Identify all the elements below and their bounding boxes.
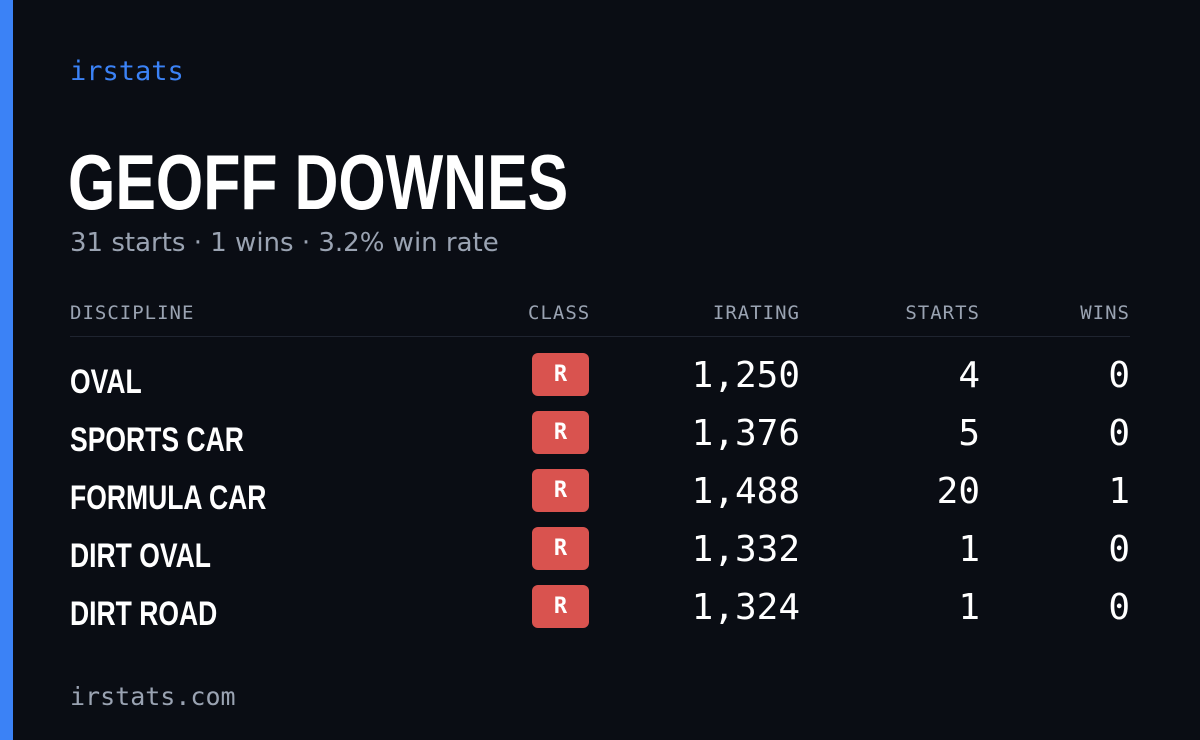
table-row: OVAL R 1,250 4 0: [70, 353, 1130, 411]
table-row: SPORTS CAR R 1,376 5 0: [70, 411, 1130, 469]
starts-value: 4: [958, 355, 980, 396]
wins-value: 1: [1108, 471, 1130, 512]
wins-value: 0: [1108, 587, 1130, 628]
starts-value: 5: [958, 413, 980, 454]
starts-value: 1: [958, 587, 980, 628]
class-badge: R: [532, 469, 589, 512]
table-row: FORMULA CAR R 1,488 20 1: [70, 469, 1130, 527]
footer-url: irstats.com: [70, 682, 236, 711]
irating-value: 1,376: [691, 413, 800, 454]
header-irating: IRATING: [712, 302, 800, 324]
discipline-name: DIRT ROAD: [70, 595, 218, 633]
discipline-name: OVAL: [70, 363, 142, 401]
brand-logo-text: irstats: [70, 56, 184, 87]
discipline-name: SPORTS CAR: [70, 421, 244, 459]
class-badge: R: [532, 353, 589, 396]
driver-name: GEOFF DOWNES: [68, 138, 569, 226]
irating-value: 1,324: [691, 587, 800, 628]
table-header: DISCIPLINE CLASS IRATING STARTS WINS: [70, 298, 1130, 337]
table-row: DIRT ROAD R 1,324 1 0: [70, 585, 1130, 643]
class-badge: R: [532, 411, 589, 454]
table-body: OVAL R 1,250 4 0 SPORTS CAR R 1,376 5 0 …: [70, 337, 1130, 643]
header-starts: STARTS: [905, 302, 980, 324]
class-badge: R: [532, 585, 589, 628]
irating-value: 1,488: [691, 471, 800, 512]
irating-value: 1,250: [691, 355, 800, 396]
header-class: CLASS: [528, 302, 591, 324]
driver-summary: 31 starts · 1 wins · 3.2% win rate: [70, 228, 499, 258]
discipline-name: DIRT OVAL: [70, 537, 211, 575]
irating-value: 1,332: [691, 529, 800, 570]
wins-value: 0: [1108, 355, 1130, 396]
class-badge: R: [532, 527, 589, 570]
header-wins: WINS: [1080, 302, 1130, 324]
stats-table: DISCIPLINE CLASS IRATING STARTS WINS OVA…: [70, 298, 1130, 643]
starts-value: 20: [936, 471, 980, 512]
discipline-name: FORMULA CAR: [70, 479, 267, 517]
starts-value: 1: [958, 529, 980, 570]
wins-value: 0: [1108, 529, 1130, 570]
accent-bar: [0, 0, 13, 740]
header-discipline: DISCIPLINE: [70, 302, 195, 324]
wins-value: 0: [1108, 413, 1130, 454]
table-row: DIRT OVAL R 1,332 1 0: [70, 527, 1130, 585]
